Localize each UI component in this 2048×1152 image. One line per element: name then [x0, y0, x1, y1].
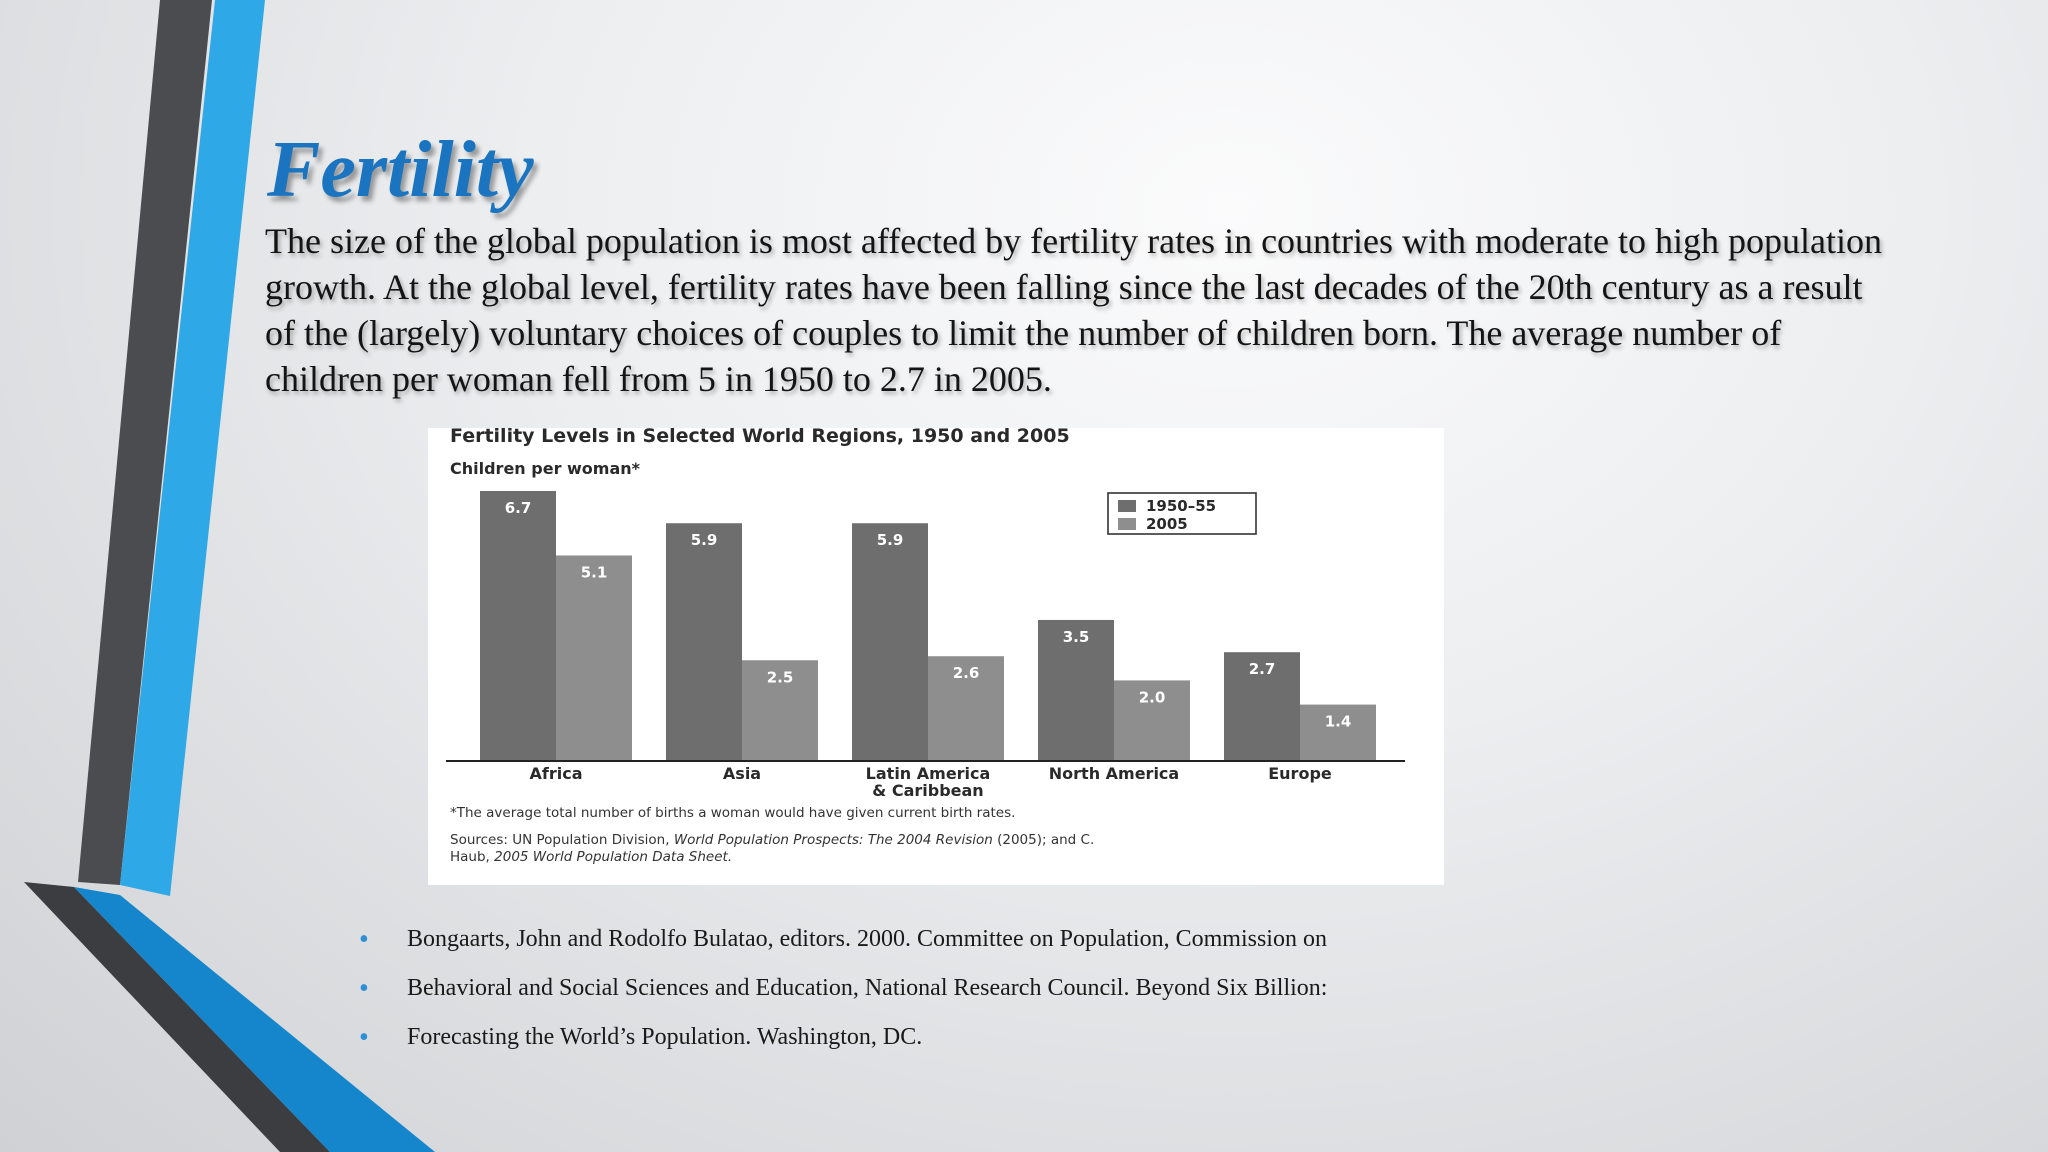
category-label: North America: [1049, 764, 1179, 783]
slide-title: Fertility: [267, 126, 534, 214]
legend-swatch: [1118, 518, 1136, 530]
category-label: Asia: [723, 764, 761, 783]
bar-1950: [666, 523, 742, 761]
bar-2005: [742, 660, 818, 761]
slide-body-text: The size of the global population is mos…: [265, 221, 1882, 399]
reference-list: • Bongaarts, John and Rodolfo Bulatao, ed…: [355, 915, 1455, 1062]
bar-2005: [1114, 680, 1190, 761]
chart-y-axis-label: Children per woman*: [450, 459, 641, 478]
chart-title: Fertility Levels in Selected World Regio…: [450, 428, 1070, 447]
bar-2005: [1300, 704, 1376, 761]
reference-item: • Behavioral and Social Sciences and Educ…: [355, 964, 1455, 1013]
bar-1950: [1038, 619, 1114, 761]
bar-value-label: 5.9: [691, 531, 718, 549]
bar-1950: [852, 523, 928, 761]
dark-diagonal-band: [24, 882, 330, 1152]
bar-1950: [1224, 652, 1300, 761]
chart-footnote: *The average total number of births a wo…: [450, 805, 1015, 821]
chart-sources: Haub, 2005 World Population Data Sheet.: [450, 849, 732, 865]
bar-value-label: 3.5: [1063, 628, 1090, 646]
reference-text: Behavioral and Social Sciences and Educa…: [407, 975, 1328, 1001]
blue-stripe: [120, 0, 265, 896]
bar-value-label: 6.7: [505, 499, 532, 517]
legend-label: 1950–55: [1146, 497, 1216, 515]
bullet-icon: •: [359, 924, 369, 955]
legend-label: 2005: [1146, 515, 1188, 533]
bar-value-label: 2.6: [953, 664, 980, 682]
bullet-icon: •: [359, 1022, 369, 1053]
bar-value-label: 2.5: [767, 668, 794, 686]
reference-text: Forecasting the World’s Population. Wash…: [407, 1024, 923, 1050]
bar-value-label: 2.0: [1139, 688, 1166, 706]
category-label: Europe: [1268, 764, 1332, 783]
legend-swatch: [1118, 500, 1136, 512]
bar-value-label: 1.4: [1325, 713, 1352, 731]
bar-2005: [556, 555, 632, 761]
reference-item: • Bongaarts, John and Rodolfo Bulatao, ed…: [355, 915, 1455, 964]
blue-diagonal-band: [74, 887, 435, 1152]
bar-value-label: 2.7: [1249, 660, 1276, 678]
bar-value-label: 5.9: [877, 531, 904, 549]
bar-1950: [480, 491, 556, 761]
reference-text: Bongaarts, John and Rodolfo Bulatao, edi…: [407, 926, 1327, 952]
category-label: Latin America: [866, 764, 991, 783]
bullet-icon: •: [359, 973, 369, 1004]
category-label: Africa: [530, 764, 583, 783]
category-label: & Caribbean: [872, 781, 983, 800]
dark-stripe: [78, 0, 212, 885]
bar-value-label: 5.1: [581, 563, 608, 581]
bar-2005: [928, 656, 1004, 761]
chart-sources: Sources: UN Population Division, World P…: [450, 832, 1094, 848]
fertility-chart-image: Fertility Levels in Selected World Regio…: [428, 428, 1444, 885]
reference-item: • Forecasting the World’s Population. Was…: [355, 1013, 1455, 1062]
fertility-bar-chart: Fertility Levels in Selected World Regio…: [446, 428, 1405, 865]
